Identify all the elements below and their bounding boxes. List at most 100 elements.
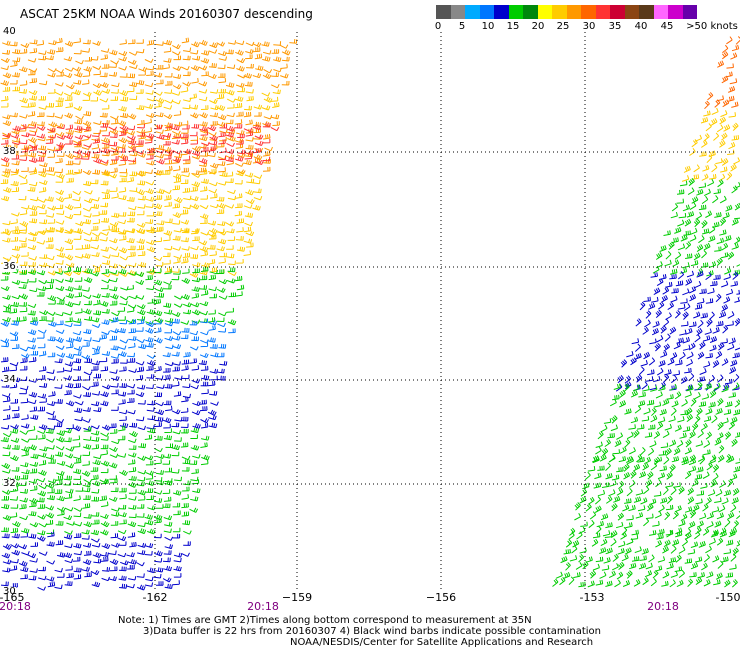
wind-barb [37,375,46,380]
wind-barb [73,351,82,356]
wind-barb [671,203,679,212]
wind-barb [600,538,608,547]
wind-barb [626,538,634,546]
wind-barb [200,339,209,344]
wind-barb [219,123,228,129]
color-scale-swatch [523,5,538,19]
wind-barb [91,489,100,494]
wind-barb [200,422,209,429]
wind-barb [709,336,718,343]
wind-barb [172,366,180,372]
wind-barb [101,260,111,265]
wind-barb [254,53,263,60]
wind-barb [137,123,145,129]
wind-barb [216,93,225,100]
wind-barb [164,195,172,201]
wind-barb [270,126,280,132]
wind-barb [100,436,109,441]
wind-barb [252,205,261,211]
wind-barb [117,327,126,334]
wind-barb [74,416,83,422]
wind-barb [641,415,650,422]
wind-barb [63,266,72,273]
wind-barb [92,218,101,225]
wind-barb [119,125,129,132]
wind-barb [57,510,65,516]
wind-barb [65,343,74,349]
wind-barb [717,374,724,383]
wind-barb [578,553,585,563]
wind-barb [82,342,90,347]
wind-barb [39,162,48,168]
wind-barb [109,159,118,165]
wind-barb [173,55,181,61]
wind-barb [695,498,703,505]
wind-barb [182,268,190,274]
wind-barb [720,110,728,118]
wind-barb [82,487,91,493]
wind-barb [0,581,9,587]
wind-barb [228,260,236,266]
note-line-3: NOAA/NESDIS/Center for Satellite Applica… [290,637,594,648]
wind-barb [191,302,200,308]
wind-barb [56,352,66,358]
wind-barb [666,495,673,504]
wind-barb [642,462,650,471]
wind-barb [625,455,633,463]
wind-barb [616,571,624,580]
wind-barb [244,105,252,111]
wind-barb [47,581,56,588]
wind-barb [646,513,654,519]
wind-barb [604,439,612,448]
wind-barb [27,269,37,275]
wind-barb [144,58,154,63]
wind-barb [695,577,703,586]
wind-barb [46,401,56,407]
color-scale-swatch [566,5,581,19]
wind-barb [162,453,172,459]
wind-barb [225,148,235,154]
wind-barb [172,580,180,586]
wind-barb [118,51,128,57]
wind-barb [111,311,120,317]
wind-barb [66,572,74,579]
wind-barb [628,504,636,512]
wind-barb [110,354,120,359]
wind-barb [629,479,636,488]
wind-barb [38,50,47,55]
wind-barb [146,228,155,234]
wind-barb [684,447,692,455]
wind-barb [11,279,21,285]
wind-barb [108,496,118,502]
wind-barb [686,270,695,278]
wind-barb [594,496,601,505]
wind-barb [118,316,126,321]
wind-barb [136,79,145,86]
wind-barb [45,519,54,525]
wind-barb [83,479,93,484]
wind-barb [118,268,127,275]
wind-barb [181,172,190,178]
wind-barb [27,186,36,192]
wind-barb [119,300,128,306]
wind-barb [281,49,291,56]
wind-barb [29,406,38,412]
wind-barb [19,220,29,228]
wind-barb [82,482,91,488]
wind-barb [45,213,55,218]
wind-barb [663,230,671,236]
wind-barb [46,560,56,565]
wind-barb [0,102,9,108]
wind-barb [162,170,171,175]
wind-barb [164,149,174,155]
wind-barb [181,428,189,434]
wind-barb [64,507,74,512]
wind-barb [91,425,100,430]
wind-barb [649,498,657,505]
wind-barb [144,434,153,440]
wind-barb [65,245,73,250]
wind-barb [126,130,136,136]
wind-barb [575,562,583,570]
wind-barb [699,512,707,520]
wind-barb [610,530,618,539]
